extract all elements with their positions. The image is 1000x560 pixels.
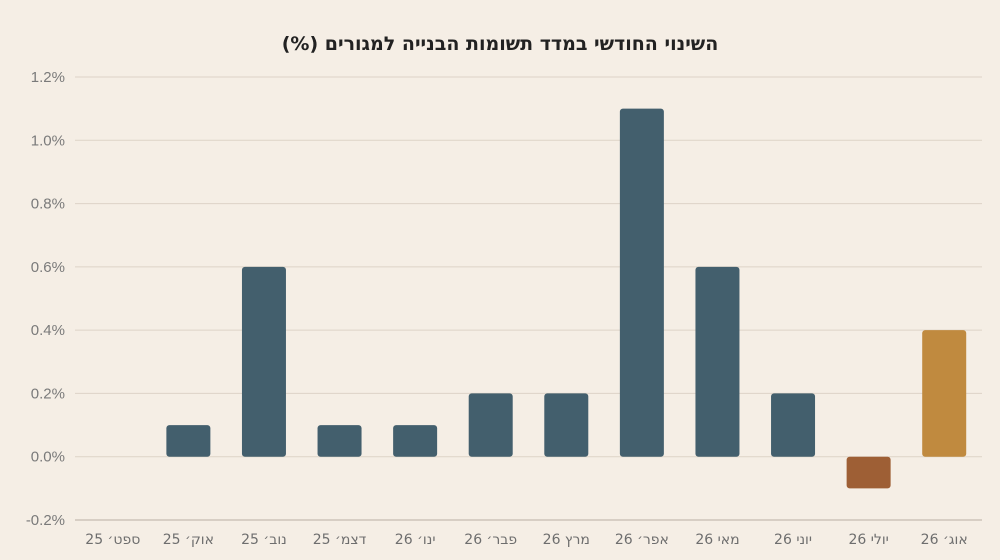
x-tick-label: יולי 26 — [848, 532, 888, 548]
y-tick-label: 1.0% — [31, 132, 65, 149]
x-tick-label: ינו׳ 26 — [395, 532, 436, 548]
bars — [166, 108, 967, 489]
bar — [846, 456, 891, 489]
bar — [771, 393, 816, 457]
bar — [468, 393, 513, 457]
x-tick-label: ספט׳ 25 — [85, 532, 140, 548]
x-tick-label: אוג׳ 26 — [921, 532, 968, 548]
x-tick-label: פבר׳ 26 — [464, 532, 517, 548]
gridlines — [75, 76, 982, 521]
bar — [166, 425, 211, 457]
y-tick-label: -0.2% — [26, 512, 65, 529]
bar — [544, 393, 589, 457]
bar — [695, 266, 740, 457]
y-tick-label: 0.2% — [31, 385, 65, 402]
y-axis-ticks: -0.2% 0.0% 0.2% 0.4% 0.6% 0.8% 1.0% 1.2% — [26, 69, 65, 529]
bar — [317, 425, 362, 457]
y-tick-label: 1.2% — [31, 69, 65, 86]
x-axis-ticks: ספט׳ 25 אוק׳ 25 נוב׳ 25 דצמ׳ 25 ינו׳ 26 פבר׳ … — [85, 532, 967, 548]
x-tick-label: אפר׳ 26 — [615, 532, 669, 548]
y-tick-label: 0.0% — [31, 449, 65, 466]
x-tick-label: מרץ 26 — [543, 532, 590, 548]
bar — [241, 266, 286, 457]
y-tick-label: 0.8% — [31, 196, 65, 213]
y-tick-label: 0.4% — [31, 322, 65, 339]
bar — [619, 108, 664, 457]
x-tick-label: יוני 26 — [774, 532, 812, 548]
y-tick-label: 0.6% — [31, 259, 65, 276]
bar — [393, 425, 438, 457]
bar — [922, 330, 967, 457]
x-tick-label: אוק׳ 25 — [163, 532, 214, 548]
x-tick-label: מאי 26 — [695, 532, 739, 548]
x-tick-label: נוב׳ 25 — [241, 532, 287, 548]
chart-title: השינוי החודשי במדד תשומות הבנייה למגורים… — [282, 33, 719, 55]
x-tick-label: דצמ׳ 25 — [313, 532, 367, 548]
